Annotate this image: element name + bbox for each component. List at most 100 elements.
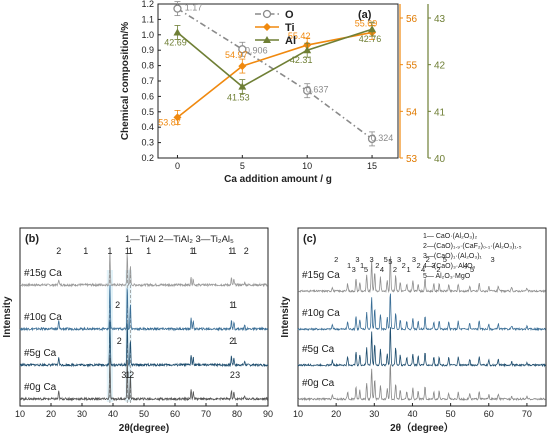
series-line-o: [177, 7, 373, 140]
peak-annotation-b: 1: [107, 246, 112, 256]
ytick-label-a: 0.8: [141, 61, 154, 71]
data-label-o: 1.17: [185, 3, 203, 13]
peak-annotation-b: 1: [146, 246, 151, 256]
peak-annotation-c: 5: [364, 265, 368, 274]
peak-annotation-b: 1: [231, 246, 236, 256]
point-al: [238, 82, 247, 90]
legend-item-c: 4—(CaO)₃·Al₂O₃: [423, 263, 476, 270]
chart-panel-b: #15g Ca2 1 1 11 1 11 11 2#10g Ca2 11#5g Ca2 21#0g…: [2, 227, 273, 434]
panel-label-a: (a): [358, 9, 372, 21]
peak-annotation-c: 2: [375, 261, 379, 270]
xtick-label-c: 40: [407, 409, 417, 419]
peak-annotation-c: 3: [431, 261, 435, 270]
peak-annotation-c: 5: [384, 255, 388, 264]
ytick-label-a: 1.1: [141, 14, 154, 24]
xrd-pattern-line: [19, 284, 269, 332]
legend-text-b: 1—TiAl 2—TiAl₂ 3—Ti₂Al₅: [125, 234, 234, 245]
xtick-label-b: 20: [46, 409, 56, 419]
xrd-pattern-line: [19, 251, 269, 288]
xtick-label-b: 70: [201, 409, 211, 419]
peak-annotation-c: 3: [397, 255, 401, 264]
peak-annotation-b: 2: [56, 246, 61, 256]
series-line-ti: [176, 31, 373, 119]
panel-label-b: (b): [25, 233, 39, 245]
peak-annotation-c: 3: [352, 265, 356, 274]
data-label-ti: 54.97: [225, 50, 248, 60]
peak-annotation-c: 2: [402, 261, 406, 270]
ytick-label-a: 0.5: [141, 107, 154, 117]
y3tick-label: 42: [434, 61, 446, 72]
point-al: [173, 28, 182, 36]
point-o: [173, 4, 182, 13]
point-ti: [238, 62, 247, 71]
series-label-b: #15g Ca: [24, 268, 62, 279]
xtick-label-c: 20: [331, 409, 341, 419]
legend-label-o: O: [285, 9, 294, 21]
data-label-al: 42.31: [290, 55, 313, 65]
legend-item-c: 3—(CaO)₁·(Al₂O₃)₁: [423, 253, 483, 260]
ytick-label-a: 1.0: [141, 30, 154, 40]
xtick-label-a: 0: [175, 161, 180, 171]
peak-annotation-c: 4: [380, 265, 384, 274]
ytick-label-a: 0.4: [141, 122, 154, 132]
legend-marker-ti: [263, 23, 271, 31]
y2tick-label: 55: [406, 61, 418, 72]
peak-annotation-c: 1: [407, 265, 411, 274]
xtick-label-a: 15: [367, 161, 377, 171]
x-axis-label-c: 2θ（degree）: [390, 421, 454, 434]
ytick-label-a: 0.3: [141, 138, 154, 148]
series-label-b: #5g Ca: [24, 348, 57, 359]
data-label-ti: 55.69: [355, 18, 378, 28]
peak-annotation-b: 2: [115, 300, 120, 310]
peak-annotation-c: 1: [347, 261, 351, 270]
legend-label-al: Al: [285, 35, 296, 47]
peak-annotation-b: 1: [228, 246, 233, 256]
xtick-label-a: 5: [240, 161, 245, 171]
peak-annotation-c: 4: [464, 261, 468, 270]
series-label-c: #5g Ca: [302, 344, 335, 355]
legend-marker-al: [263, 36, 271, 43]
xtick-label-c: 70: [522, 409, 532, 419]
series-label-b: #0g Ca: [24, 382, 57, 393]
y2tick-label: 54: [406, 107, 418, 118]
peak-annotation-b: 1: [190, 246, 195, 256]
ytick-label-a: 0.7: [141, 76, 154, 86]
y2tick-label: 53: [406, 154, 418, 165]
xtick-label-c: 50: [446, 409, 456, 419]
data-label-o: 0.637: [306, 85, 329, 95]
x-axis-label-a: Ca addition amount / g: [224, 174, 332, 185]
peak-annotation-c: 3: [355, 255, 359, 264]
legend-label-ti: Ti: [285, 22, 295, 34]
point-ti: [173, 113, 182, 122]
peak-annotation-c: 3: [490, 255, 494, 264]
peak-annotation-b: 1: [232, 336, 237, 346]
xrd-pattern-line: [19, 357, 269, 402]
series-label-c: #0g Ca: [302, 378, 335, 389]
peak-annotation-c: 5: [388, 257, 392, 266]
highlight-band-b: [125, 270, 132, 402]
peak-annotation-c: 3: [412, 255, 416, 264]
data-label-o: 0.324: [371, 133, 394, 143]
xtick-label-b: 40: [108, 409, 118, 419]
point-o: [303, 86, 312, 95]
y-axis-label-a: Chemical composition/%: [120, 22, 131, 140]
legend-item-c: 1— CaO·(Al₂O₃)₂: [423, 233, 477, 240]
peak-annotation-b: 2: [230, 370, 235, 380]
peak-annotation-b: 1: [83, 246, 88, 256]
series-line-al: [176, 28, 373, 88]
series-label-c: #15g Ca: [302, 270, 340, 281]
series-label-c: #10g Ca: [302, 308, 340, 319]
peak-annotation-c: 5: [443, 255, 447, 264]
y-axis-label-b: Intensity: [2, 296, 13, 338]
y-axis-label-c: Intensity: [280, 296, 291, 338]
data-label-al: 42.76: [359, 34, 382, 44]
ytick-label-a: 0.6: [141, 91, 154, 101]
peak-annotation-c: 2: [416, 261, 420, 270]
peak-annotation-c: 3: [370, 255, 374, 264]
peak-annotation-c: 2: [426, 255, 430, 264]
y3tick-label: 41: [434, 107, 446, 118]
xtick-label-b: 10: [15, 409, 25, 419]
xtick-label-b: 30: [77, 409, 87, 419]
